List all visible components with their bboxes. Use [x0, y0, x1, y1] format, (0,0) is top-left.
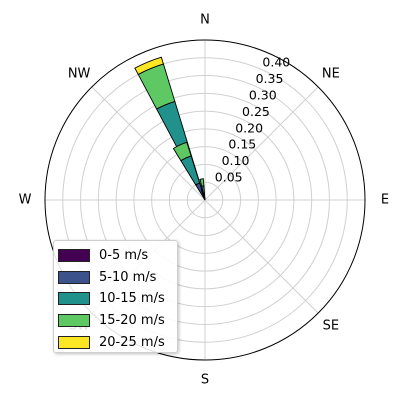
compass-label: E [381, 193, 389, 208]
outer-ring [44, 39, 366, 361]
legend-swatch [58, 292, 90, 306]
legend-entry: 10-15 m/s [58, 288, 177, 310]
compass-label: W [19, 193, 32, 208]
legend-label: 20-25 m/s [99, 334, 165, 350]
legend-swatch [58, 335, 90, 349]
legend-label: 15-20 m/s [99, 313, 165, 329]
legend-swatch [58, 249, 90, 263]
compass-label: N [200, 13, 210, 28]
compass-label: NW [68, 67, 91, 82]
radial-tick-label: 0.05 [215, 170, 243, 185]
legend-entry: 5-10 m/s [58, 267, 177, 289]
legend-swatch [58, 314, 90, 328]
wind-wedge [180, 155, 201, 186]
compass-label: NE [322, 67, 340, 82]
grid-spoke [204, 86, 319, 201]
radial-tick-label: 0.30 [249, 87, 277, 102]
radial-tick-labels: 0.05 0.100.15 0.200.25 0.300.350.40 [215, 55, 291, 185]
radial-tick-label: 0.25 [242, 104, 270, 119]
legend-entry: 0-5 m/s [58, 245, 177, 267]
legend-label: 10-15 m/s [99, 291, 165, 307]
legend-swatch [58, 270, 90, 284]
wind-wedge [172, 141, 192, 162]
grid-spoke [204, 199, 319, 314]
legend-label: 5-10 m/s [99, 269, 157, 285]
wind-wedge [200, 189, 204, 194]
radial-tick-label: 0.15 [228, 137, 256, 152]
legend-label: 0-5 m/s [99, 248, 149, 264]
legend: 0-5 m/s 5-10 m/s 10-15 m/s 15-20 m/s 20-… [53, 240, 178, 353]
compass-label: SE [323, 318, 339, 333]
compass-label: S [201, 373, 209, 388]
radial-tick-label: 0.35 [256, 71, 284, 86]
grid-spoke [91, 86, 206, 201]
wind-wedge [199, 178, 205, 187]
radial-tick-label: 0.10 [222, 153, 250, 168]
legend-entry: 20-25 m/s [58, 331, 177, 353]
wind-wedge [134, 56, 164, 76]
radial-tick-label: 0.40 [262, 55, 290, 70]
radial-tick-label: 0.20 [235, 120, 263, 135]
wind-sectors [134, 56, 206, 201]
legend-entry: 15-20 m/s [58, 310, 177, 332]
